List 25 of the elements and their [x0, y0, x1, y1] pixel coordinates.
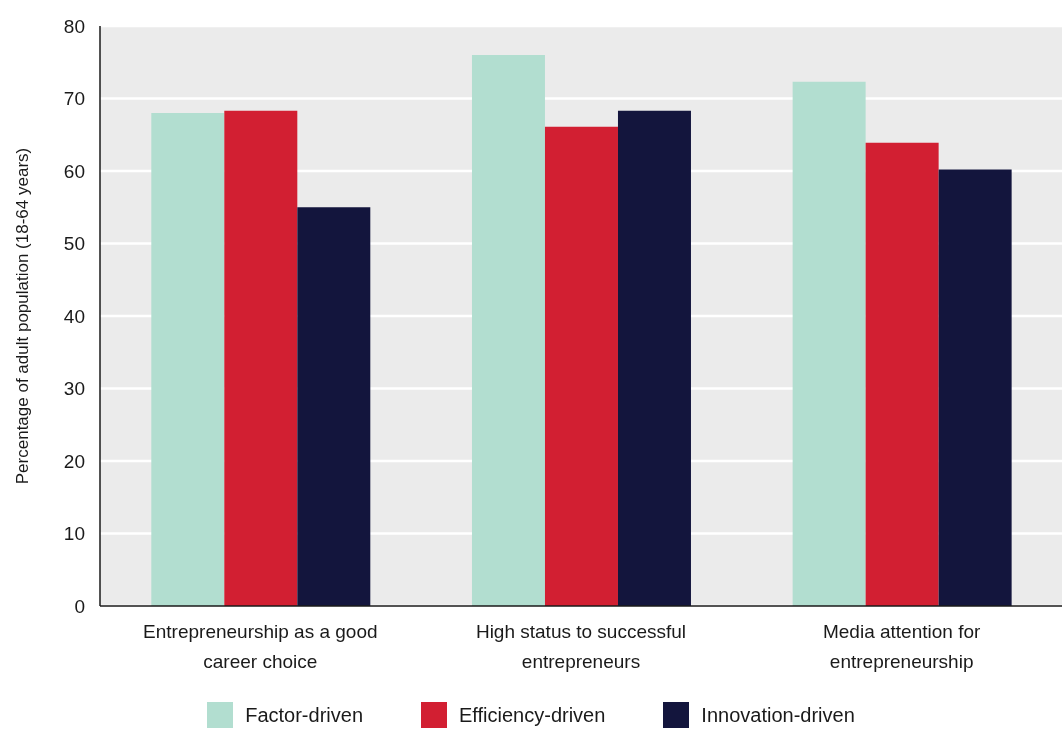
legend-label: Innovation-driven	[701, 703, 855, 727]
bar	[617, 110, 691, 606]
y-tick-label: 50	[63, 233, 85, 255]
y-tick-label: 80	[63, 15, 85, 37]
legend-label: Factor-driven	[245, 703, 363, 727]
bar	[224, 110, 298, 606]
bar	[297, 207, 371, 606]
bar	[544, 126, 618, 606]
y-tick-label: 70	[63, 88, 85, 110]
x-tick-label: High status to successful entrepreneurs	[475, 621, 687, 672]
x-tick-label: Media attention for entrepreneurship	[822, 621, 982, 672]
y-tick-label: 30	[63, 378, 85, 400]
bar	[151, 113, 225, 606]
y-tick-label: 20	[63, 450, 85, 472]
bar	[865, 142, 939, 606]
y-tick-label: 10	[63, 523, 85, 545]
legend-label: Efficiency-driven	[459, 703, 606, 727]
x-tick-label: Entrepreneurship as a good career choice	[143, 621, 378, 672]
y-tick-label: 60	[63, 160, 85, 182]
bar	[792, 81, 866, 606]
bar	[938, 169, 1012, 606]
y-tick-label: 0	[74, 595, 85, 617]
y-tick-label: 40	[63, 305, 85, 327]
y-axis-title: Percentage of adult population (18-64 years)	[12, 147, 32, 485]
bar	[471, 55, 545, 606]
